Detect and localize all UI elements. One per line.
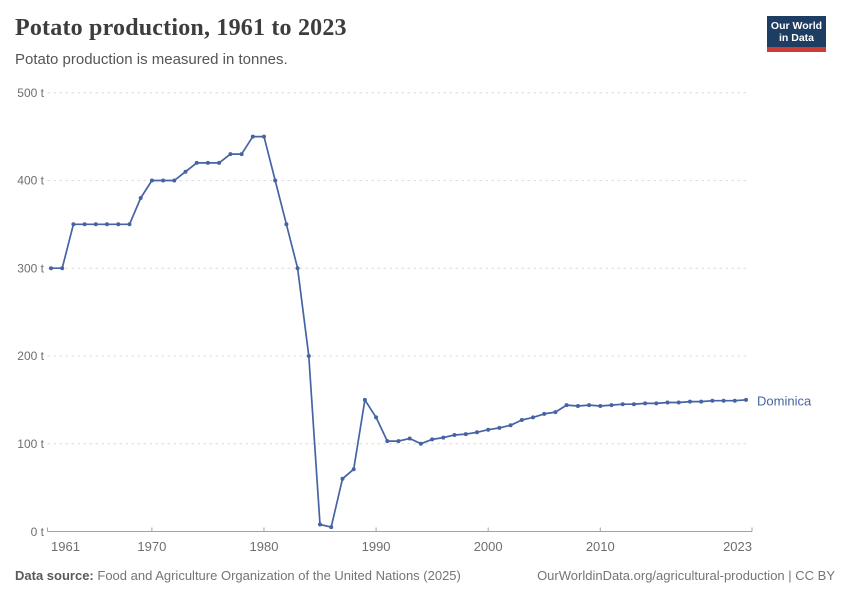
data-point-1995[interactable] (430, 437, 435, 442)
x-tick-label-1980: 1980 (250, 539, 279, 554)
x-tick-label-2010: 2010 (586, 539, 615, 554)
data-point-2019[interactable] (699, 399, 704, 404)
data-point-1987[interactable] (340, 476, 345, 481)
data-point-1968[interactable] (127, 222, 132, 227)
data-point-1982[interactable] (284, 222, 289, 227)
data-point-1996[interactable] (441, 435, 446, 440)
data-point-1978[interactable] (239, 152, 244, 157)
data-point-1994[interactable] (418, 441, 423, 446)
data-point-2003[interactable] (519, 418, 524, 422)
series-line-dominica[interactable] (50, 135, 747, 528)
data-point-2021[interactable] (721, 398, 726, 403)
data-point-1962[interactable] (60, 266, 65, 271)
data-point-2006[interactable] (553, 410, 558, 415)
x-tick-label-1961: 1961 (51, 539, 80, 554)
x-axis-labels: 1961 1970 1980 1990 2000 2010 2023 (51, 539, 752, 554)
data-point-1988[interactable] (351, 467, 356, 472)
y-axis-labels: 0 t 100 t 200 t 300 t 400 t 500 t (17, 86, 44, 539)
owid-logo[interactable]: Our World in Data (767, 16, 826, 52)
data-point-2022[interactable] (732, 398, 737, 403)
data-point-1976[interactable] (217, 160, 222, 165)
x-tick-label-2000: 2000 (474, 539, 503, 554)
data-point-2015[interactable] (654, 401, 659, 406)
data-point-2007[interactable] (564, 403, 569, 408)
footer-link[interactable]: OurWorldinData.org/agricultural-producti… (537, 568, 835, 583)
data-point-1997[interactable] (452, 433, 457, 437)
data-point-1965[interactable] (93, 222, 98, 227)
data-point-1975[interactable] (205, 160, 210, 165)
data-source: Data source: Food and Agriculture Organi… (15, 568, 461, 584)
data-point-1999[interactable] (475, 430, 479, 435)
y-gridlines (47, 92, 746, 445)
data-point-2013[interactable] (631, 402, 636, 407)
data-point-2004[interactable] (531, 415, 535, 420)
chart-footer: Data source: Food and Agriculture Organi… (0, 568, 850, 588)
data-point-1961[interactable] (49, 266, 53, 271)
data-point-1971[interactable] (161, 178, 166, 183)
data-point-2000[interactable] (486, 427, 491, 432)
data-point-2017[interactable] (676, 400, 681, 405)
x-axis (47, 527, 753, 532)
y-tick-label-300: 300 t (17, 261, 44, 275)
data-point-1991[interactable] (385, 439, 390, 444)
data-point-2009[interactable] (587, 403, 592, 408)
series-label-dominica[interactable]: Dominica (757, 394, 812, 409)
data-point-2012[interactable] (620, 402, 625, 407)
data-point-1977[interactable] (228, 152, 233, 157)
data-point-2023[interactable] (744, 397, 748, 402)
series-points-dominica[interactable] (49, 134, 748, 530)
data-point-1998[interactable] (463, 432, 468, 437)
data-point-1967[interactable] (116, 222, 121, 227)
data-point-1979[interactable] (250, 134, 255, 139)
data-point-1970[interactable] (149, 178, 154, 183)
data-point-1992[interactable] (396, 439, 401, 444)
owid-logo-line1: Our World (770, 19, 823, 32)
data-point-2018[interactable] (688, 399, 692, 404)
x-tick-label-2023: 2023 (723, 539, 752, 554)
y-tick-label-0: 0 t (31, 525, 45, 539)
data-point-1993[interactable] (407, 436, 412, 441)
data-point-2005[interactable] (542, 411, 547, 416)
data-point-1984[interactable] (306, 354, 311, 358)
data-point-1974[interactable] (194, 160, 199, 165)
data-point-1983[interactable] (295, 266, 300, 271)
data-point-1969[interactable] (138, 196, 143, 200)
data-point-1986[interactable] (329, 525, 334, 530)
data-point-1985[interactable] (318, 522, 322, 527)
data-point-1973[interactable] (183, 169, 188, 174)
data-source-text: Food and Agriculture Organization of the… (97, 568, 461, 583)
data-point-1964[interactable] (82, 222, 87, 227)
x-tick-label-1990: 1990 (362, 539, 391, 554)
data-point-1972[interactable] (172, 178, 177, 183)
y-tick-label-200: 200 t (17, 349, 44, 363)
data-point-2014[interactable] (643, 401, 648, 406)
chart-title: Potato production, 1961 to 2023 (15, 15, 347, 41)
data-point-1966[interactable] (105, 222, 109, 227)
data-point-2011[interactable] (609, 403, 614, 408)
data-point-2020[interactable] (710, 398, 715, 403)
data-point-1989[interactable] (362, 397, 367, 402)
data-point-2008[interactable] (575, 404, 580, 408)
data-point-2001[interactable] (497, 425, 502, 430)
data-point-1981[interactable] (273, 178, 278, 183)
y-tick-label-500: 500 t (17, 86, 44, 100)
data-point-2002[interactable] (508, 423, 513, 428)
owid-logo-line2: in Data (778, 31, 814, 44)
data-point-1963[interactable] (71, 222, 76, 227)
data-point-2010[interactable] (598, 404, 603, 408)
y-tick-label-100: 100 t (17, 437, 44, 451)
x-tick-label-1970: 1970 (137, 539, 166, 554)
y-tick-label-400: 400 t (17, 174, 44, 188)
chart-subtitle: Potato production is measured in tonnes. (15, 51, 288, 68)
data-point-1990[interactable] (374, 415, 379, 420)
data-source-label: Data source: (15, 568, 94, 583)
data-point-1980[interactable] (262, 134, 266, 139)
data-point-2016[interactable] (665, 400, 670, 405)
